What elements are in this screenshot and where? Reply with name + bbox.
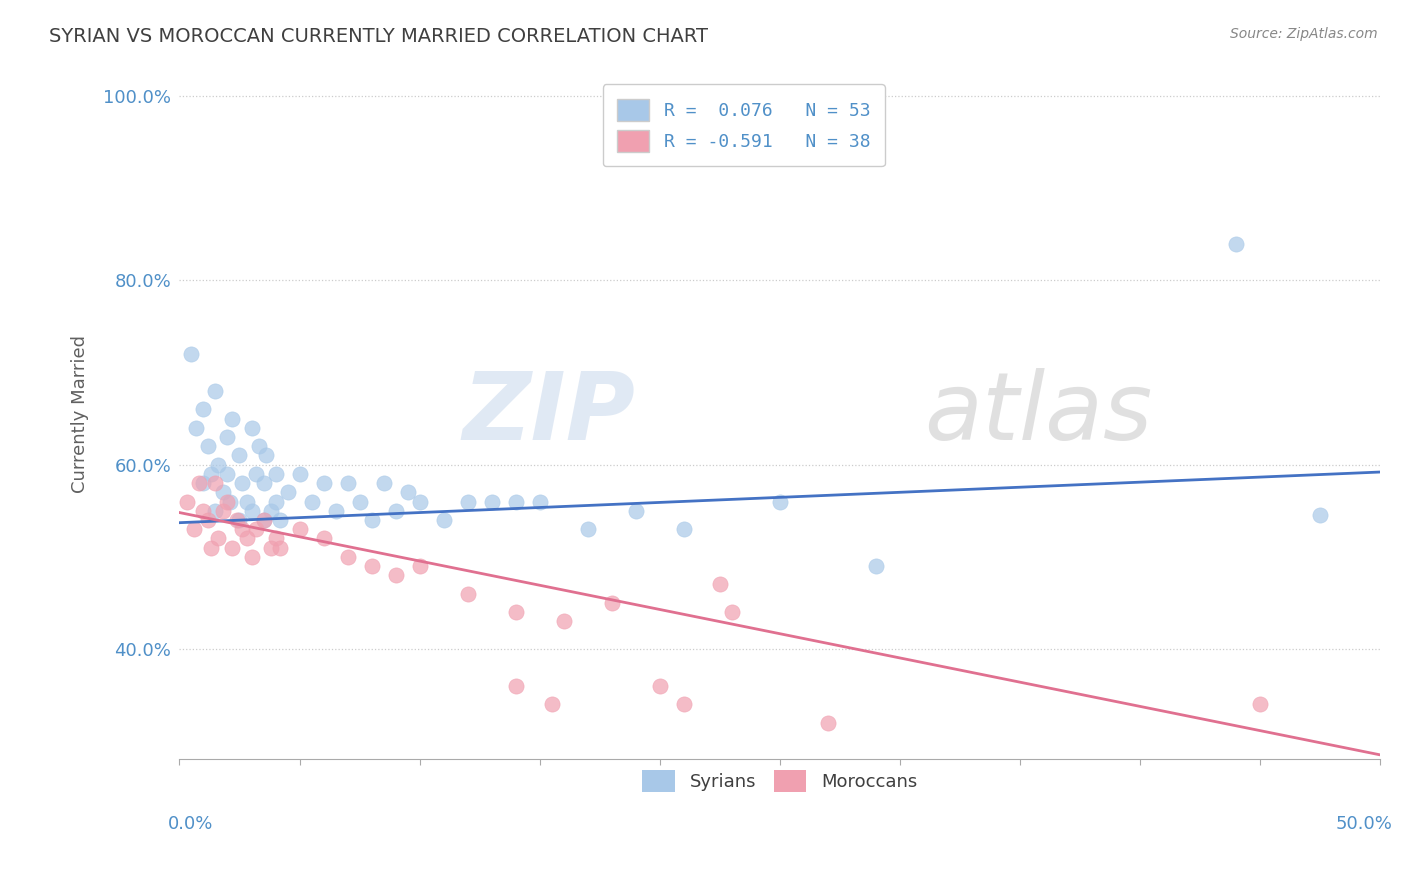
Point xyxy=(240,504,263,518)
Point xyxy=(384,568,406,582)
Point xyxy=(433,513,456,527)
Point xyxy=(217,494,239,508)
Point xyxy=(264,532,287,546)
Point xyxy=(505,494,527,508)
Point xyxy=(373,476,395,491)
Point xyxy=(204,504,226,518)
Y-axis label: Currently Married: Currently Married xyxy=(72,335,89,493)
Point xyxy=(769,494,792,508)
Point xyxy=(720,605,742,619)
Point xyxy=(193,504,215,518)
Point xyxy=(301,494,323,508)
Point xyxy=(672,697,695,711)
Point xyxy=(349,494,371,508)
Point xyxy=(276,485,298,500)
Point xyxy=(200,467,222,481)
Point xyxy=(540,697,562,711)
Point xyxy=(1249,697,1271,711)
Point xyxy=(312,532,335,546)
Point xyxy=(336,476,359,491)
Point xyxy=(219,494,242,508)
Point xyxy=(211,485,233,500)
Point xyxy=(231,522,253,536)
Text: atlas: atlas xyxy=(924,368,1152,459)
Point xyxy=(408,494,430,508)
Point xyxy=(197,439,219,453)
Text: 0.0%: 0.0% xyxy=(167,814,212,833)
Point xyxy=(204,476,226,491)
Point xyxy=(384,504,406,518)
Point xyxy=(217,467,239,481)
Point xyxy=(217,430,239,444)
Point xyxy=(235,494,257,508)
Point xyxy=(254,449,277,463)
Point xyxy=(240,421,263,435)
Point xyxy=(529,494,551,508)
Point xyxy=(207,532,229,546)
Point xyxy=(648,679,671,693)
Point xyxy=(269,541,291,555)
Point xyxy=(408,559,430,574)
Point xyxy=(235,532,257,546)
Point xyxy=(576,522,599,536)
Point xyxy=(709,577,731,591)
Point xyxy=(252,513,274,527)
Point xyxy=(245,522,267,536)
Point xyxy=(180,347,202,361)
Point xyxy=(336,549,359,564)
Point xyxy=(312,476,335,491)
Point xyxy=(553,614,575,628)
Point xyxy=(245,467,267,481)
Point xyxy=(396,485,419,500)
Point xyxy=(260,504,283,518)
Point xyxy=(204,384,226,398)
Point xyxy=(228,449,250,463)
Point xyxy=(325,504,347,518)
Point xyxy=(1309,508,1331,523)
Text: Source: ZipAtlas.com: Source: ZipAtlas.com xyxy=(1230,27,1378,41)
Text: ZIP: ZIP xyxy=(463,368,636,460)
Point xyxy=(193,476,215,491)
Text: SYRIAN VS MOROCCAN CURRENTLY MARRIED CORRELATION CHART: SYRIAN VS MOROCCAN CURRENTLY MARRIED COR… xyxy=(49,27,709,45)
Point xyxy=(226,513,249,527)
Point xyxy=(183,522,205,536)
Point xyxy=(600,596,623,610)
Point xyxy=(505,605,527,619)
Legend: Syrians, Moroccans: Syrians, Moroccans xyxy=(636,763,924,799)
Point xyxy=(186,421,208,435)
Point xyxy=(672,522,695,536)
Point xyxy=(200,541,222,555)
Point xyxy=(247,439,270,453)
Point xyxy=(240,549,263,564)
Point xyxy=(193,402,215,417)
Point xyxy=(360,559,382,574)
Point xyxy=(221,541,243,555)
Point xyxy=(252,476,274,491)
Point xyxy=(624,504,647,518)
Point xyxy=(817,715,839,730)
Point xyxy=(1225,236,1247,251)
Point xyxy=(264,494,287,508)
Point xyxy=(176,494,198,508)
Point xyxy=(197,513,219,527)
Point xyxy=(865,559,887,574)
Point xyxy=(288,467,311,481)
Point xyxy=(457,587,479,601)
Point xyxy=(481,494,503,508)
Point xyxy=(260,541,283,555)
Point xyxy=(187,476,209,491)
Point xyxy=(211,504,233,518)
Point xyxy=(360,513,382,527)
Point xyxy=(288,522,311,536)
Point xyxy=(221,411,243,425)
Point xyxy=(231,476,253,491)
Text: 50.0%: 50.0% xyxy=(1336,814,1392,833)
Point xyxy=(228,513,250,527)
Point xyxy=(264,467,287,481)
Point xyxy=(252,513,274,527)
Point xyxy=(207,458,229,472)
Point xyxy=(269,513,291,527)
Point xyxy=(505,679,527,693)
Point xyxy=(457,494,479,508)
